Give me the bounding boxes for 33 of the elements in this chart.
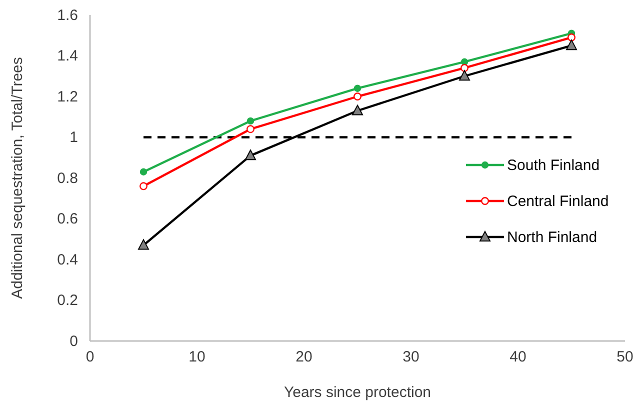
x-tick-label: 0 (86, 348, 94, 366)
point (459, 70, 470, 81)
legend-label: Central Finland (507, 193, 609, 210)
y-tick-label: 0.6 (57, 210, 78, 228)
x-tick-label: 20 (296, 348, 312, 366)
point (568, 33, 576, 42)
point (246, 117, 254, 125)
y-tick-label: 0.4 (57, 251, 78, 268)
y-tick-label: 1 (70, 129, 78, 146)
y-tick-label: 1.4 (57, 48, 78, 65)
legend-label: North Finland (507, 229, 598, 246)
y-tick-label: 1.2 (57, 88, 78, 106)
point (566, 40, 577, 50)
x-tick-label: 50 (616, 348, 634, 366)
y-tick-label: 0.8 (57, 170, 78, 187)
y-tick-label: 0 (70, 332, 78, 350)
point (352, 104, 363, 116)
point (245, 150, 256, 160)
point (140, 168, 148, 176)
x-tick-label: 40 (510, 348, 526, 366)
x-tick-label: 30 (402, 348, 420, 366)
y-tick-label: 1.6 (57, 6, 78, 24)
x-axis-title: Years since protection (284, 384, 432, 401)
y-tick-label: 0.2 (57, 292, 78, 310)
point (138, 239, 149, 250)
point (246, 125, 254, 134)
point (354, 84, 362, 92)
y-axis-title: Additional sequestration, Total/Trees (9, 57, 26, 299)
legend-label: South Finland (507, 157, 600, 174)
x-tick-label: 10 (188, 348, 206, 366)
point (140, 182, 148, 190)
point (354, 92, 362, 100)
point (460, 64, 468, 72)
